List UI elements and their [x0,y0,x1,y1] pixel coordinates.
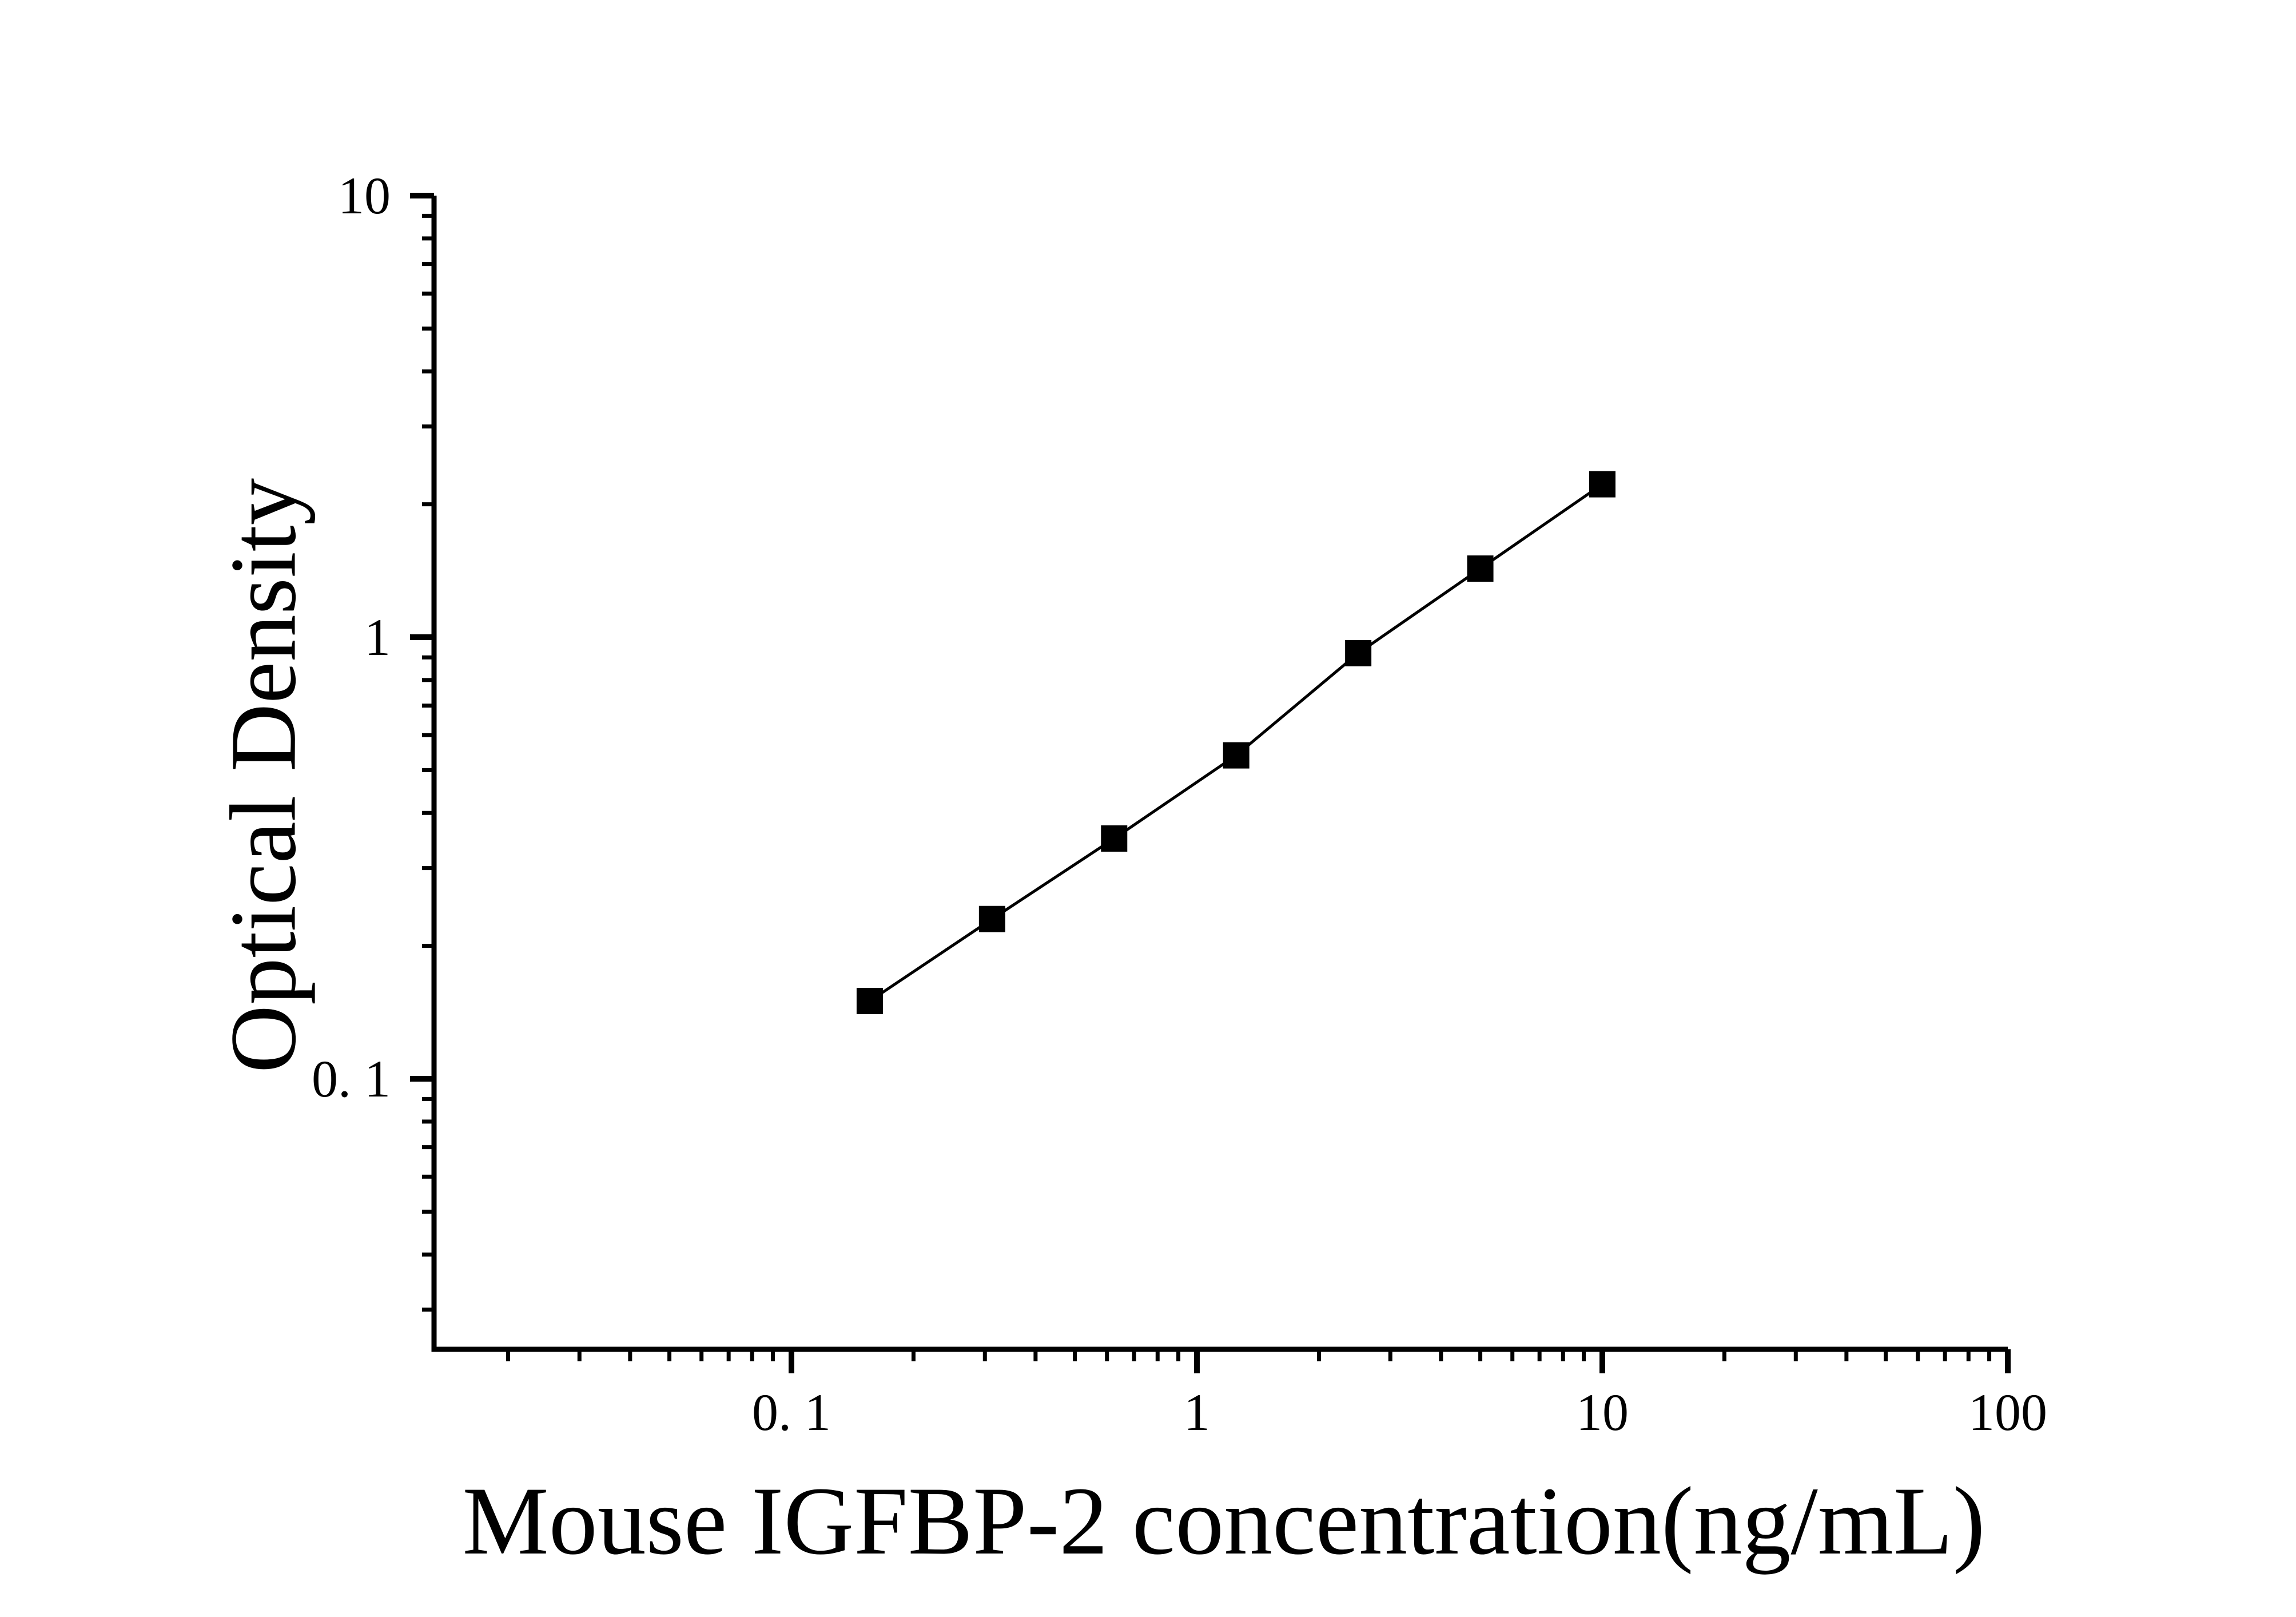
x-axis-title: Mouse IGFBP-2 concentration(ng/mL) [463,1467,1985,1575]
axes-layer: 0. 1 1 10 0. 1 1 10 100 [312,166,2047,1441]
y-tick-label: 0. 1 [312,1050,391,1108]
series-layer [856,471,1615,1015]
data-point-marker [1101,825,1128,852]
x-tick-label: 10 [1576,1383,1629,1441]
data-point-marker [1467,555,1494,582]
data-point-marker [978,905,1005,932]
x-tick-label: 1 [1184,1383,1210,1441]
data-point-marker [856,988,883,1015]
data-point-marker [1589,471,1615,498]
y-tick-label: 1 [364,608,391,666]
y-axis-title: Optical Density [211,478,316,1073]
y-tick-label: 10 [338,166,391,225]
x-tick-label: 0. 1 [752,1383,831,1441]
data-point-marker [1345,639,1372,666]
data-point-marker [1223,742,1250,769]
standard-curve-chart: 0. 1 1 10 0. 1 1 10 100 Mouse IGFBP-2 concentr… [211,166,2048,1575]
x-tick-label: 100 [1968,1383,2047,1441]
axis-spines [431,196,2008,1352]
chart-figure: 0. 1 1 10 0. 1 1 10 100 Mouse IGFBP-2 concentr… [23,9,2296,1614]
